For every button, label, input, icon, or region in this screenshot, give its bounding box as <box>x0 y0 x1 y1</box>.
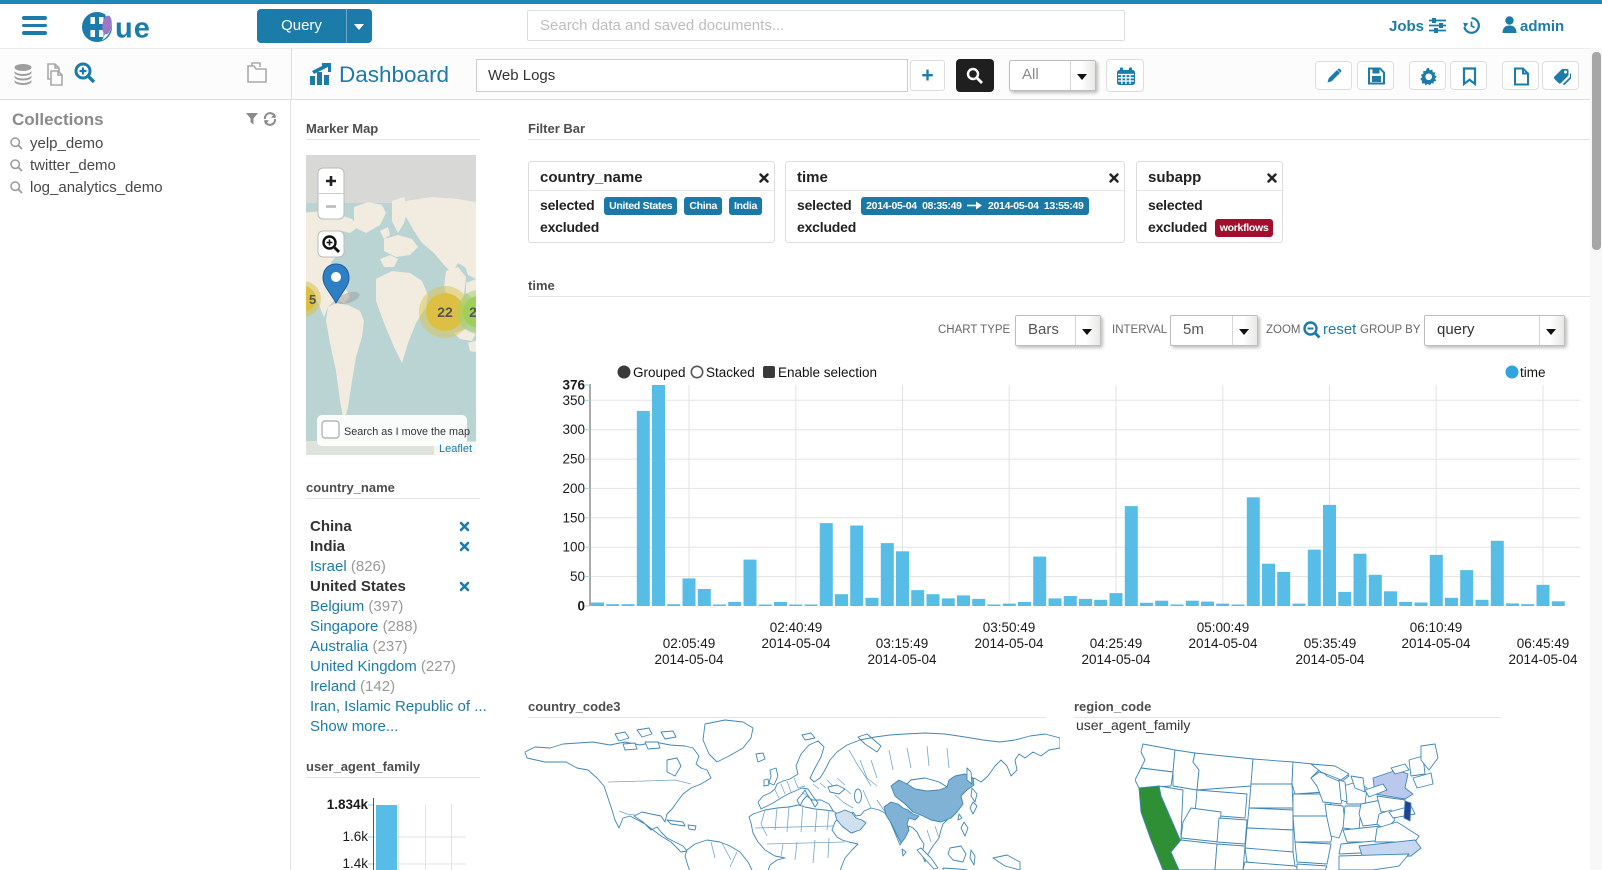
svg-text:Search as I move the map: Search as I move the map <box>344 426 470 438</box>
svg-text:Enable selection: Enable selection <box>778 365 877 380</box>
svg-text:2014-05-04: 2014-05-04 <box>1508 652 1578 667</box>
svg-text:200: 200 <box>562 481 585 496</box>
svg-text:2014-05-04: 2014-05-04 <box>1188 636 1258 651</box>
svg-text:50: 50 <box>570 569 585 584</box>
svg-text:2014-05-04: 2014-05-04 <box>867 652 937 667</box>
svg-text:Grouped: Grouped <box>633 365 686 380</box>
svg-text:22: 22 <box>437 304 453 320</box>
svg-text:04:25:49: 04:25:49 <box>1090 636 1143 651</box>
svg-text:5: 5 <box>309 292 316 307</box>
svg-text:Leaflet: Leaflet <box>439 443 472 455</box>
svg-text:1.4k: 1.4k <box>342 856 368 870</box>
svg-text:1.834k: 1.834k <box>327 797 369 812</box>
svg-text:05:00:49: 05:00:49 <box>1197 620 1250 635</box>
svg-text:time: time <box>1520 365 1546 380</box>
svg-text:2014-05-04: 2014-05-04 <box>974 636 1044 651</box>
svg-text:2014-05-04: 2014-05-04 <box>1081 652 1151 667</box>
svg-text:250: 250 <box>562 452 585 467</box>
svg-text:2014-05-04: 2014-05-04 <box>761 636 831 651</box>
svg-text:Stacked: Stacked <box>706 365 755 380</box>
svg-text:ue: ue <box>115 13 151 44</box>
svg-text:03:50:49: 03:50:49 <box>983 620 1036 635</box>
svg-text:03:15:49: 03:15:49 <box>876 636 929 651</box>
svg-text:06:10:49: 06:10:49 <box>1410 620 1463 635</box>
svg-text:150: 150 <box>562 510 585 525</box>
svg-text:02:40:49: 02:40:49 <box>770 620 823 635</box>
svg-text:350: 350 <box>562 393 585 408</box>
svg-text:100: 100 <box>562 540 585 555</box>
svg-text:06:45:49: 06:45:49 <box>1517 636 1570 651</box>
svg-text:2014-05-04: 2014-05-04 <box>1295 652 1365 667</box>
svg-text:2: 2 <box>469 304 476 320</box>
svg-text:2014-05-04: 2014-05-04 <box>654 652 724 667</box>
svg-text:0: 0 <box>577 599 585 614</box>
svg-text:1.6k: 1.6k <box>342 829 368 844</box>
svg-text:376: 376 <box>562 378 585 393</box>
svg-text:300: 300 <box>562 422 585 437</box>
svg-text:02:05:49: 02:05:49 <box>663 636 716 651</box>
svg-text:2014-05-04: 2014-05-04 <box>1401 636 1471 651</box>
svg-text:05:35:49: 05:35:49 <box>1304 636 1357 651</box>
